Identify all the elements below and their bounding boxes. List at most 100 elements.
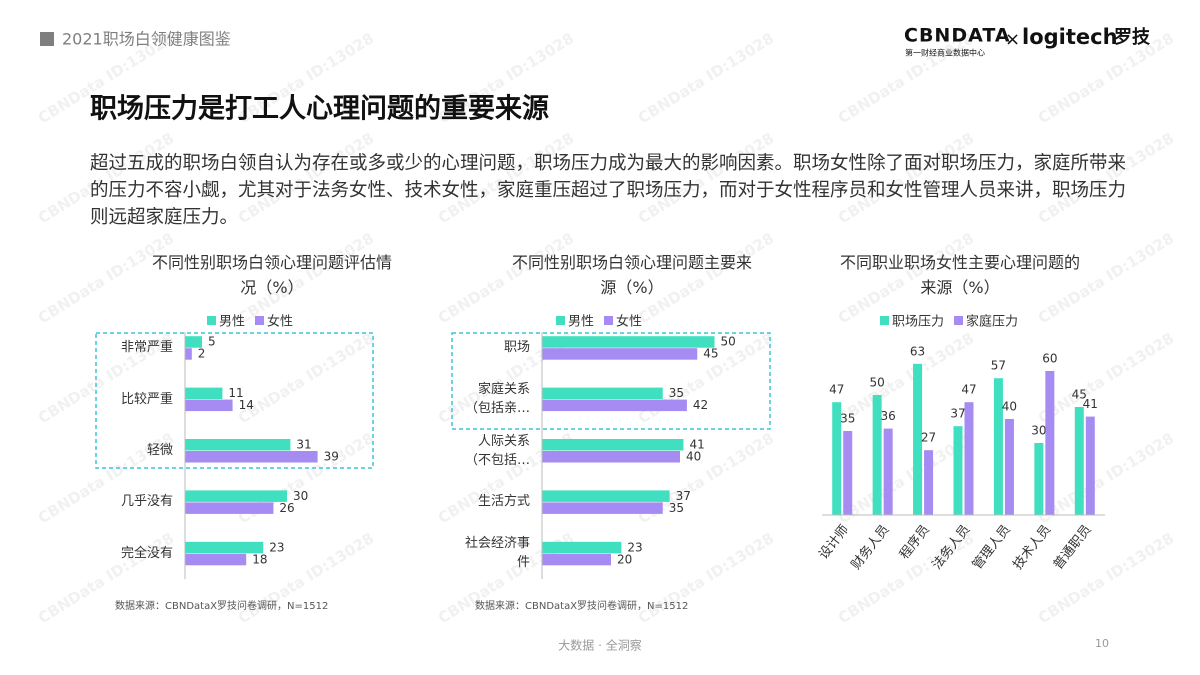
legend-label: 职场压力 bbox=[892, 315, 944, 330]
bar bbox=[832, 402, 842, 515]
category-label: 管理人员 bbox=[970, 522, 1014, 572]
legend-label: 男性 bbox=[568, 315, 594, 330]
value-label: 42 bbox=[693, 398, 708, 412]
highlight-box bbox=[451, 332, 771, 430]
category-label: 设计师 bbox=[816, 522, 852, 562]
value-label: 5 bbox=[208, 335, 216, 349]
paragraph: 超过五成的职场白领自认为存在或多或少的心理问题，职场压力成为最大的影响因素。职场… bbox=[90, 153, 1127, 228]
bar bbox=[185, 502, 274, 514]
bar bbox=[872, 395, 882, 515]
value-label: 14 bbox=[239, 398, 254, 412]
category-label: 非常严重 bbox=[120, 340, 173, 356]
value-label: 40 bbox=[1002, 400, 1017, 414]
bar bbox=[542, 553, 611, 566]
category-label: 生活方式 bbox=[477, 494, 530, 510]
bar bbox=[185, 399, 233, 412]
logo: CBNDATA bbox=[904, 25, 1011, 47]
chart-title: 不同职业职场女性主要心理问题的来源（%） bbox=[839, 253, 1080, 297]
bar bbox=[185, 490, 287, 502]
value-label: 37 bbox=[950, 407, 965, 421]
bar bbox=[542, 336, 715, 348]
category-label: 家庭关系（包括亲… bbox=[464, 382, 530, 417]
source: 数据来源：CBNDataX罗技问卷调研，N=1512 bbox=[475, 599, 688, 612]
bar bbox=[542, 490, 670, 502]
legend-label: 家庭压力 bbox=[966, 314, 1018, 330]
value-label: 47 bbox=[829, 383, 844, 397]
value-label: 50 bbox=[870, 376, 885, 390]
value-label: 23 bbox=[269, 540, 284, 554]
bar bbox=[542, 502, 663, 514]
category-label: 财务人员 bbox=[848, 522, 893, 573]
legend-label: 女性 bbox=[616, 314, 642, 330]
value-label: 30 bbox=[1031, 424, 1046, 438]
legend-swatch bbox=[556, 316, 565, 325]
partner-cn: 罗技 bbox=[1114, 26, 1151, 48]
value-label: 60 bbox=[1042, 352, 1057, 366]
category-label: 几乎没有 bbox=[120, 494, 173, 510]
header-mark bbox=[40, 32, 54, 46]
bar bbox=[1085, 416, 1095, 515]
category-label: 社会经济事件 bbox=[464, 536, 530, 571]
logo-subtitle: 第一财经商业数据中心 bbox=[905, 48, 985, 58]
bar bbox=[185, 336, 202, 348]
bar bbox=[1034, 443, 1044, 515]
value-label: 31 bbox=[296, 438, 311, 452]
bar bbox=[185, 387, 223, 400]
bar bbox=[542, 387, 663, 400]
bar bbox=[913, 363, 923, 515]
bar bbox=[185, 439, 291, 451]
category-label: 完全没有 bbox=[120, 545, 173, 561]
watermark: CBNData ID:13028 bbox=[235, 329, 377, 427]
watermark: CBNData ID:13028 bbox=[1035, 529, 1177, 627]
legend-swatch bbox=[207, 316, 216, 325]
chart-title: 不同性别职场白领心理问题主要来源（%） bbox=[511, 253, 752, 297]
value-label: 37 bbox=[676, 489, 691, 503]
legend-swatch bbox=[604, 316, 614, 325]
watermark: CBNData ID:13028 bbox=[1035, 429, 1177, 527]
bar bbox=[542, 348, 698, 360]
value-label: 57 bbox=[991, 359, 1006, 373]
legend-swatch bbox=[954, 316, 964, 325]
bar bbox=[953, 426, 963, 515]
bar bbox=[843, 431, 853, 515]
bar bbox=[542, 399, 687, 412]
chart-title: 不同性别职场白领心理问题评估情况（%） bbox=[151, 253, 392, 297]
watermark: CBNData ID:13028 bbox=[1035, 329, 1177, 427]
value-label: 11 bbox=[228, 386, 243, 400]
value-label: 26 bbox=[279, 501, 294, 515]
value-label: 63 bbox=[910, 344, 925, 358]
value-label: 27 bbox=[921, 431, 936, 445]
bar bbox=[542, 541, 622, 554]
footer-slogan: 大数据 · 全洞察 bbox=[558, 638, 641, 653]
bar bbox=[964, 402, 974, 515]
value-label: 35 bbox=[669, 386, 684, 400]
legend-label: 女性 bbox=[267, 314, 293, 330]
category-label: 普通职员 bbox=[1051, 522, 1095, 572]
value-label: 23 bbox=[627, 540, 642, 554]
value-label: 2 bbox=[198, 347, 206, 361]
bar bbox=[924, 450, 934, 515]
bar bbox=[542, 439, 684, 451]
bar bbox=[185, 348, 192, 360]
value-label: 35 bbox=[840, 412, 855, 426]
value-label: 50 bbox=[721, 335, 736, 349]
value-label: 47 bbox=[961, 383, 976, 397]
watermark: CBNData ID:13028 bbox=[635, 529, 777, 627]
slide-title: 职场压力是打工人心理问题的重要来源 bbox=[90, 93, 549, 125]
bar bbox=[185, 553, 247, 566]
bar bbox=[1045, 371, 1055, 515]
category-label: 比较严重 bbox=[120, 391, 173, 407]
category-label: 技术人员 bbox=[1010, 522, 1054, 572]
value-label: 40 bbox=[686, 450, 701, 464]
value-label: 45 bbox=[1072, 388, 1087, 402]
watermark: CBNData ID:13028 bbox=[635, 29, 777, 127]
bar bbox=[993, 378, 1003, 515]
category-label: 人际关系（不包括… bbox=[464, 433, 530, 468]
page-number: 10 bbox=[1095, 637, 1109, 650]
category-label: 轻微 bbox=[146, 443, 173, 458]
legend-swatch bbox=[255, 316, 265, 325]
value-label: 36 bbox=[881, 409, 896, 423]
legend-swatch bbox=[880, 316, 889, 325]
value-label: 41 bbox=[1083, 397, 1098, 411]
